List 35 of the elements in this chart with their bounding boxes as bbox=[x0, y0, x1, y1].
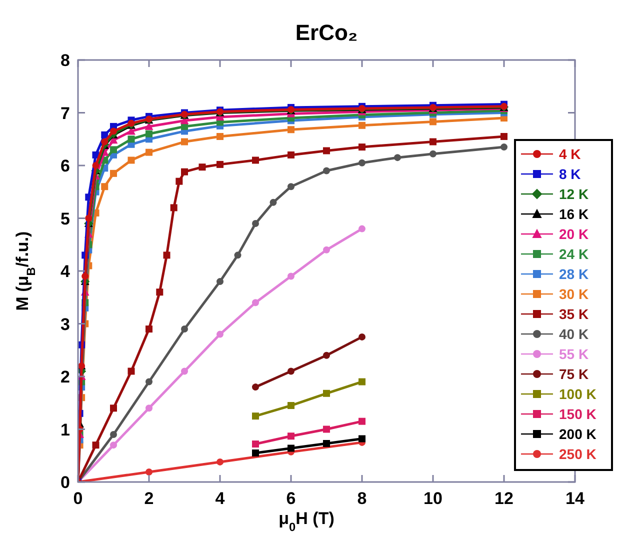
legend-label: 20 K bbox=[559, 226, 589, 242]
x-tick-label: 14 bbox=[566, 489, 585, 508]
y-tick-label: 8 bbox=[60, 51, 70, 70]
chart-title: ErCo₂ bbox=[295, 20, 358, 45]
legend-label: 200 K bbox=[559, 426, 596, 442]
legend-label: 28 K bbox=[559, 266, 589, 282]
y-tick-label: 2 bbox=[60, 368, 70, 386]
legend-label: 12 K bbox=[559, 186, 589, 202]
legend-label: 4 K bbox=[559, 146, 581, 162]
legend-label: 30 K bbox=[559, 286, 589, 302]
y-tick-label: 5 bbox=[60, 209, 70, 228]
x-tick-label: 0 bbox=[73, 489, 83, 508]
legend-label: 40 K bbox=[559, 326, 589, 342]
x-tick-label: 6 bbox=[286, 489, 296, 508]
legend-label: 35 K bbox=[559, 306, 589, 322]
legend-label: 100 K bbox=[559, 386, 596, 402]
y-tick-label: 4 bbox=[60, 262, 71, 281]
y-tick-label: 3 bbox=[60, 314, 70, 334]
x-tick-label: 4 bbox=[215, 489, 226, 508]
legend-label: 55 K bbox=[559, 346, 589, 362]
legend-label: 8 K bbox=[559, 166, 581, 182]
y-tick-label: 6 bbox=[60, 156, 70, 176]
x-axis-title: μ$_{0}$H (T) bbox=[278, 509, 334, 534]
x-tick-label: 2 bbox=[144, 489, 154, 508]
y-tick-label: 7 bbox=[60, 104, 70, 123]
legend-label: 75 K bbox=[559, 366, 589, 382]
legend-label: 150 K bbox=[559, 406, 596, 422]
x-tick-label: 8 bbox=[357, 489, 367, 508]
legend-label: 24 K bbox=[559, 246, 589, 262]
x-tick-label: 10 bbox=[424, 489, 442, 508]
legend-label: 250 K bbox=[559, 446, 596, 462]
x-tick-label: 12 bbox=[494, 489, 514, 508]
y-tick-label: 0 bbox=[60, 473, 70, 492]
legend-label: 16 K bbox=[559, 206, 589, 222]
y-tick-label: 1 bbox=[60, 420, 70, 440]
